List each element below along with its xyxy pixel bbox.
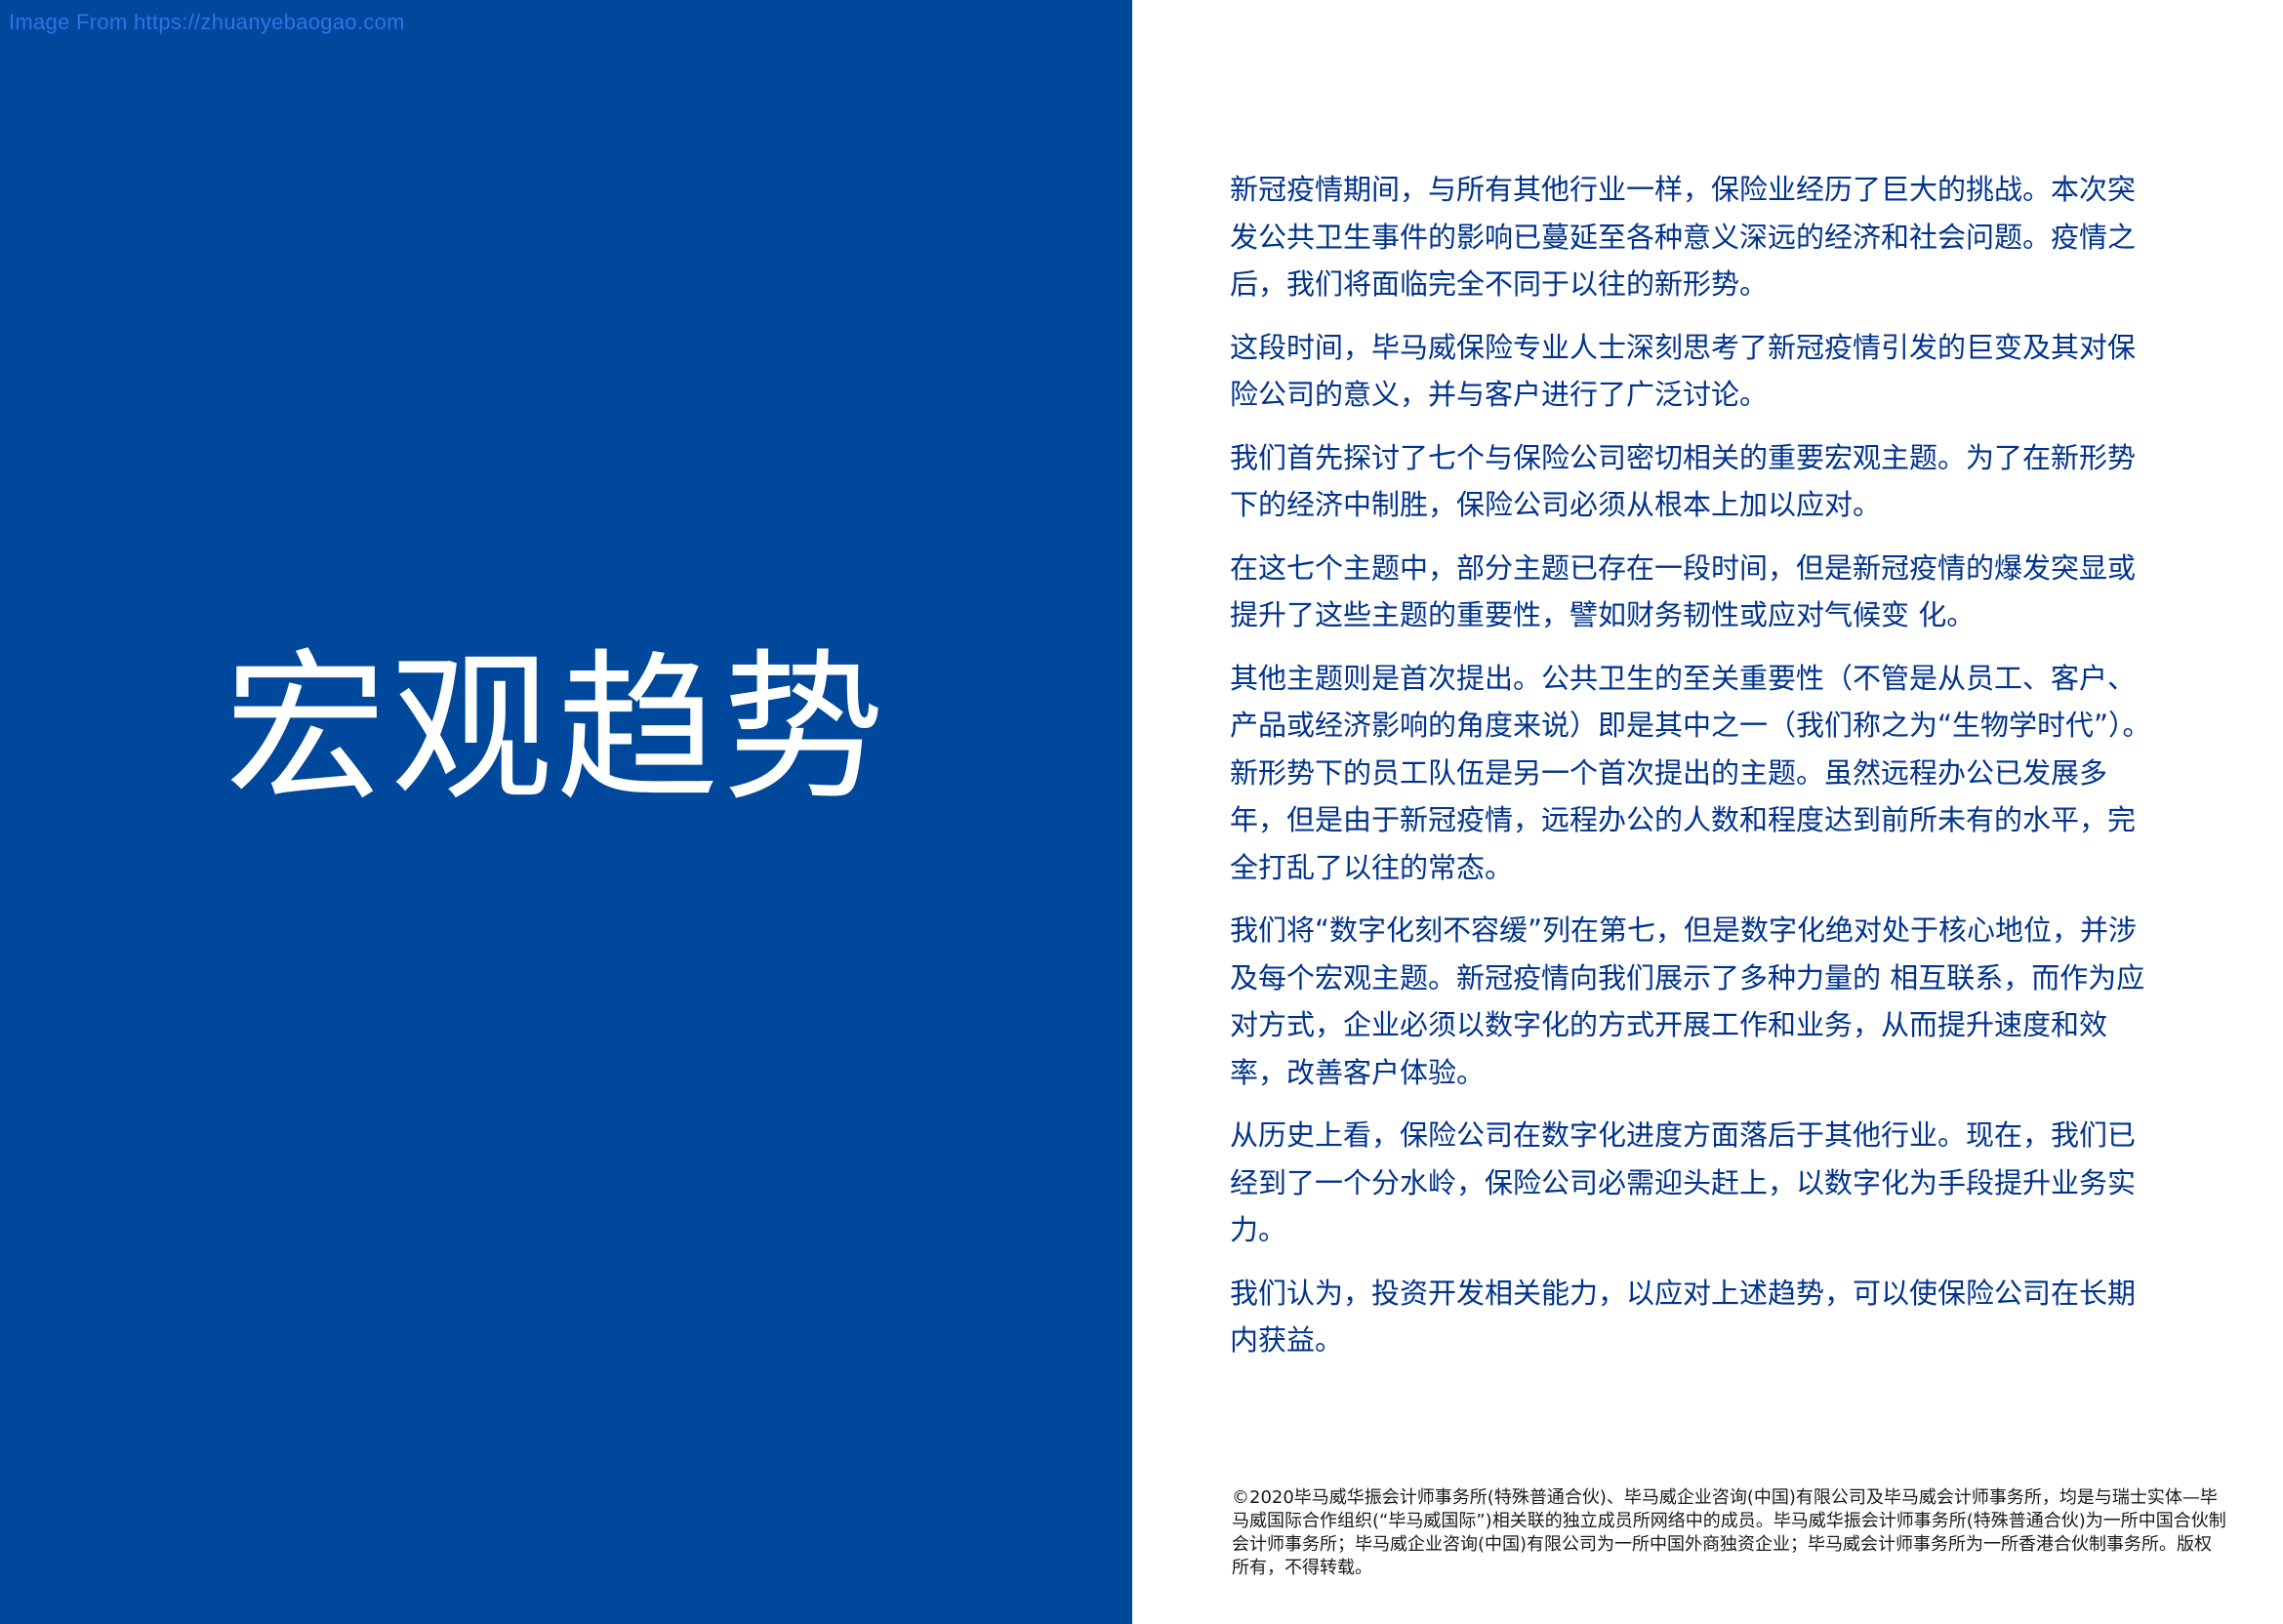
- paragraph: 新冠疫情期间，与所有其他行业一样，保险业经历了巨大的挑战。本次突发公共卫生事件的…: [1230, 173, 2137, 301]
- title-panel: [0, 0, 1132, 1624]
- copyright-footnote: ©2020毕马威华振会计师事务所(特殊普通合伙)、毕马威企业咨询(中国)有限公司…: [1232, 1487, 2226, 1578]
- page-title: 宏观趋势: [224, 635, 888, 824]
- paragraph: 我们认为，投资开发相关能力，以应对上述趋势，可以使保险公司在长期内获益。: [1230, 1276, 2137, 1358]
- paragraph: 从历史上看，保险公司在数字化进度方面落后于其他行业。现在，我们已经到了一个分水岭…: [1230, 1118, 2137, 1246]
- paragraph: 这段时间，毕马威保险专业人士深刻思考了新冠疫情引发的巨变及其对保险公司的意义，并…: [1230, 330, 2137, 412]
- paragraph: 我们首先探讨了七个与保险公司密切相关的重要宏观主题。为了在新形势下的经济中制胜，…: [1230, 440, 2137, 522]
- paragraph: 在这七个主题中，部分主题已存在一段时间，但是新冠疫情的爆发突显或提升了这些主题的…: [1230, 550, 2137, 632]
- paragraph: 我们将“数字化刻不容缓”列在第七，但是数字化绝对处于核心地位，并涉及每个宏观主题…: [1230, 914, 2145, 1089]
- paragraph: 其他主题则是首次提出。公共卫生的至关重要性（不管是从员工、客户、产品或经济影响的…: [1230, 661, 2151, 884]
- body-text: 新冠疫情期间，与所有其他行业一样，保险业经历了巨大的挑战。本次突发公共卫生事件的…: [1230, 166, 2157, 1380]
- source-watermark: Image From https://zhuanyebaogao.com: [9, 10, 405, 34]
